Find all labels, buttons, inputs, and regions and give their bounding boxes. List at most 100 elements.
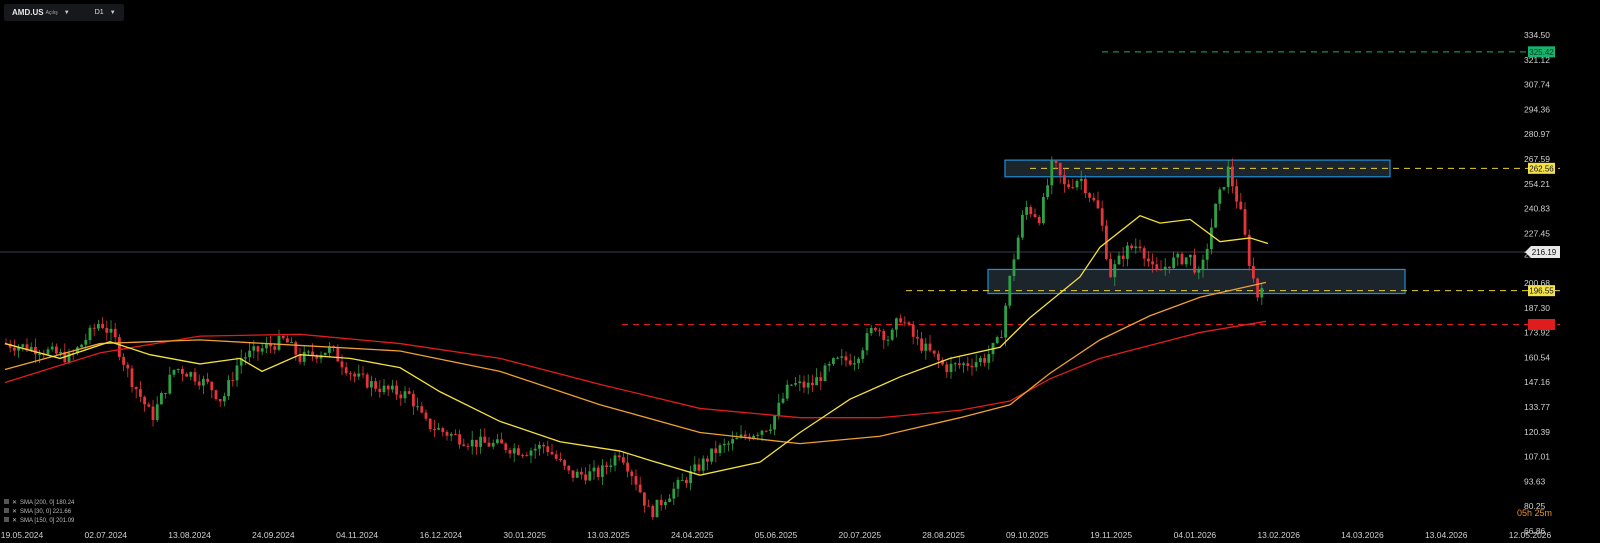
candle xyxy=(38,349,41,364)
candle xyxy=(525,452,529,457)
candle xyxy=(332,345,335,352)
y-tick-label: 307.74 xyxy=(1524,80,1550,90)
candle xyxy=(109,320,113,341)
y-tick-label: 334.50 xyxy=(1524,30,1550,40)
candle xyxy=(1134,238,1138,254)
candle xyxy=(580,467,583,480)
candle xyxy=(529,447,533,464)
candle xyxy=(899,314,902,324)
x-tick-label: 28.08.2025 xyxy=(922,530,965,540)
candle xyxy=(542,442,545,454)
candle xyxy=(189,371,193,381)
candle xyxy=(1247,229,1251,271)
candle xyxy=(437,423,440,431)
candle xyxy=(55,343,58,356)
timeframe-dropdown-icon[interactable]: ▼ xyxy=(109,9,116,16)
candle xyxy=(1113,259,1117,287)
legend-toggle-icon[interactable] xyxy=(4,499,9,504)
candle xyxy=(1071,179,1075,190)
candle xyxy=(1050,156,1054,195)
candle xyxy=(853,355,856,371)
candle xyxy=(1210,218,1213,255)
candle xyxy=(844,351,848,367)
legend-toggle-icon[interactable] xyxy=(4,508,9,513)
candle xyxy=(512,443,516,463)
candle xyxy=(1067,179,1070,190)
candle xyxy=(462,438,466,447)
candle xyxy=(487,437,491,448)
candle xyxy=(693,456,697,474)
candle xyxy=(269,335,272,354)
symbol-toolbar[interactable]: AMD.US Açılış ▼ D1 ▼ xyxy=(4,4,124,21)
candle xyxy=(395,380,398,400)
candle xyxy=(743,430,747,441)
candle xyxy=(1214,203,1217,228)
candle xyxy=(836,356,839,360)
candle xyxy=(668,493,671,503)
candle xyxy=(1260,282,1264,305)
legend-close-icon[interactable]: ✕ xyxy=(12,509,17,515)
y-tick-label: 147.16 xyxy=(1524,377,1550,387)
candle xyxy=(407,387,411,395)
x-tick-label: 04.01.2026 xyxy=(1174,530,1217,540)
candle xyxy=(176,368,180,374)
candle xyxy=(869,324,873,336)
symbol-dropdown-icon[interactable]: ▼ xyxy=(63,9,70,16)
candle xyxy=(433,419,436,438)
x-tick-label: 13.03.2025 xyxy=(587,530,630,540)
symbol-label[interactable]: AMD.US xyxy=(12,8,44,17)
candle xyxy=(832,357,835,366)
candle xyxy=(235,357,239,387)
candle xyxy=(126,362,130,378)
candle xyxy=(701,455,705,475)
candle xyxy=(1096,191,1100,210)
legend-close-icon[interactable]: ✕ xyxy=(12,518,17,524)
candle xyxy=(97,319,100,331)
timeframe-label[interactable]: D1 xyxy=(94,9,104,16)
current-price-label: 216.19 xyxy=(1532,248,1557,257)
candle xyxy=(239,349,243,374)
legend-toggle-icon[interactable] xyxy=(4,517,9,522)
candle xyxy=(865,328,869,356)
candle xyxy=(689,465,692,491)
candle xyxy=(424,409,428,421)
candle xyxy=(294,340,298,361)
candle xyxy=(46,346,50,356)
sma150-line xyxy=(4,281,1267,445)
candle xyxy=(1105,219,1108,261)
y-tick-label: 240.83 xyxy=(1524,204,1550,214)
x-tick-label: 16.12.2024 xyxy=(420,530,463,540)
price-levels xyxy=(622,51,1560,325)
indicator-legend: ✕ SMA [200, 0] 180.24✕ SMA [30, 0] 221.66✕… xyxy=(4,499,75,524)
candle xyxy=(197,374,201,390)
candle xyxy=(521,453,524,459)
candle xyxy=(974,354,978,372)
legend-close-icon[interactable]: ✕ xyxy=(12,500,17,506)
candle xyxy=(122,353,125,372)
candle xyxy=(613,452,617,472)
x-tick-label: 20.07.2025 xyxy=(839,530,882,540)
candle xyxy=(1226,159,1230,194)
x-tick-label: 24.04.2025 xyxy=(671,530,714,540)
candle xyxy=(1117,251,1121,265)
candle xyxy=(218,398,222,407)
candle xyxy=(979,355,982,367)
candle xyxy=(1054,159,1058,170)
candle xyxy=(1159,260,1163,271)
price-level-tag xyxy=(1528,162,1555,174)
candle xyxy=(92,323,96,337)
candle xyxy=(1063,168,1066,193)
price-level-tag xyxy=(1528,318,1555,330)
candle xyxy=(155,396,159,423)
candle xyxy=(605,461,608,475)
candle xyxy=(1142,245,1146,267)
candle xyxy=(848,353,852,367)
candle xyxy=(571,470,575,482)
candle xyxy=(412,390,415,415)
candle xyxy=(1239,192,1243,210)
candle xyxy=(857,356,860,370)
candle xyxy=(147,401,151,407)
candle xyxy=(370,375,373,397)
sma30-line xyxy=(4,214,1269,476)
